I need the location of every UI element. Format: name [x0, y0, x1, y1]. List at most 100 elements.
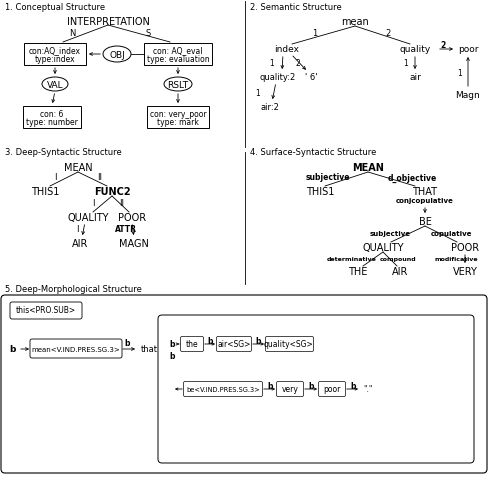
Text: be<V.IND.PRES.SG.3>: be<V.IND.PRES.SG.3> [186, 386, 260, 392]
Text: conjcopulative: conjcopulative [396, 198, 454, 204]
Text: Magn: Magn [456, 90, 480, 99]
Text: THAT: THAT [412, 187, 437, 197]
Text: air<SG>: air<SG> [218, 340, 251, 349]
Text: very: very [281, 384, 299, 394]
Text: subjective: subjective [369, 230, 410, 237]
Text: MEAN: MEAN [64, 163, 92, 173]
Text: b: b [124, 339, 130, 348]
Text: OBJ: OBJ [109, 50, 125, 60]
Text: subjective: subjective [306, 173, 350, 182]
Text: compound: compound [380, 257, 416, 262]
Text: II: II [98, 173, 103, 182]
Text: 2: 2 [440, 40, 446, 49]
Text: con: 6: con: 6 [40, 109, 64, 118]
Text: b: b [207, 337, 213, 346]
Text: ' 6': ' 6' [305, 73, 317, 83]
Text: I: I [76, 225, 78, 234]
Text: FUNC2: FUNC2 [94, 187, 130, 197]
FancyBboxPatch shape [184, 382, 263, 396]
Text: 1: 1 [256, 88, 260, 97]
Text: I: I [92, 199, 94, 208]
FancyBboxPatch shape [10, 302, 82, 319]
Text: MAGN: MAGN [119, 239, 149, 249]
Text: S: S [145, 28, 151, 37]
Bar [144, 44, 212, 66]
Text: AIR: AIR [392, 266, 408, 276]
FancyBboxPatch shape [1, 295, 487, 473]
Text: MEAN: MEAN [352, 163, 384, 173]
FancyBboxPatch shape [319, 382, 346, 396]
Text: QUALITY: QUALITY [67, 213, 109, 223]
Text: N: N [69, 28, 75, 37]
Text: POOR: POOR [451, 242, 479, 252]
Text: 2: 2 [385, 28, 391, 37]
Text: poor: poor [323, 384, 341, 394]
Text: the: the [186, 340, 198, 349]
FancyBboxPatch shape [30, 339, 122, 358]
Text: THIS1: THIS1 [31, 187, 59, 197]
Ellipse shape [164, 78, 192, 92]
Text: 1: 1 [312, 28, 318, 37]
Text: b: b [169, 340, 175, 349]
Text: mean: mean [341, 17, 369, 27]
Text: POOR: POOR [118, 213, 146, 223]
Text: index: index [274, 46, 300, 54]
Text: that: that [140, 345, 158, 354]
Text: 1: 1 [458, 68, 463, 77]
Text: type: number: type: number [26, 118, 78, 127]
Text: b: b [350, 382, 356, 391]
Text: b: b [267, 382, 273, 391]
Text: this<PRO.SUB>: this<PRO.SUB> [16, 306, 76, 315]
FancyBboxPatch shape [181, 337, 203, 352]
Text: b: b [169, 352, 175, 361]
Text: determinative: determinative [327, 257, 377, 262]
Text: b: b [255, 337, 261, 346]
Text: AIR: AIR [72, 239, 88, 249]
Text: QUALITY: QUALITY [362, 242, 404, 252]
Text: copulative: copulative [431, 230, 473, 237]
Text: 3. Deep-Syntactic Structure: 3. Deep-Syntactic Structure [5, 148, 122, 157]
Text: b: b [9, 345, 15, 354]
Text: type: mark: type: mark [157, 118, 199, 127]
Text: 2: 2 [296, 59, 300, 67]
FancyBboxPatch shape [158, 315, 474, 463]
Text: THE: THE [348, 266, 368, 276]
Text: quality<SG>: quality<SG> [264, 340, 314, 349]
Text: THIS1: THIS1 [306, 187, 334, 197]
Text: INTERPRETATION: INTERPRETATION [67, 17, 149, 27]
Text: modificative: modificative [434, 257, 478, 262]
Text: air: air [409, 73, 421, 83]
Text: VERY: VERY [453, 266, 477, 276]
Text: VAL: VAL [47, 80, 63, 89]
Ellipse shape [103, 47, 131, 63]
Text: quality:2: quality:2 [260, 73, 296, 83]
Text: 1. Conceptual Structure: 1. Conceptual Structure [5, 3, 105, 12]
Text: con: AQ_eval: con: AQ_eval [153, 47, 203, 55]
Text: ATTR: ATTR [115, 225, 137, 234]
Text: air:2: air:2 [261, 103, 279, 112]
Bar [24, 44, 86, 66]
Text: 2. Semantic Structure: 2. Semantic Structure [250, 3, 342, 12]
Text: 1: 1 [270, 59, 274, 67]
Text: II: II [119, 199, 125, 208]
Text: con: very_poor: con: very_poor [150, 109, 206, 118]
FancyBboxPatch shape [217, 337, 251, 352]
Text: poor: poor [458, 46, 478, 54]
FancyBboxPatch shape [276, 382, 303, 396]
Text: type:index: type:index [35, 55, 75, 64]
Text: I: I [54, 173, 56, 182]
Text: type: evaluation: type: evaluation [147, 55, 209, 64]
Text: b: b [308, 382, 314, 391]
Text: 1: 1 [404, 59, 409, 67]
Text: BE: BE [418, 216, 432, 227]
Text: con:AQ_index: con:AQ_index [29, 47, 81, 55]
Text: RSLT: RSLT [167, 80, 189, 89]
Bar [23, 107, 81, 129]
Text: mean<V.IND.PRES.SG.3>: mean<V.IND.PRES.SG.3> [31, 346, 120, 352]
Text: 5. Deep-Morphological Structure: 5. Deep-Morphological Structure [5, 285, 142, 294]
Text: ".": "." [363, 384, 373, 394]
Text: d_objective: d_objective [387, 173, 436, 182]
Bar [147, 107, 209, 129]
Text: 4. Surface-Syntactic Structure: 4. Surface-Syntactic Structure [250, 148, 377, 157]
FancyBboxPatch shape [266, 337, 313, 352]
